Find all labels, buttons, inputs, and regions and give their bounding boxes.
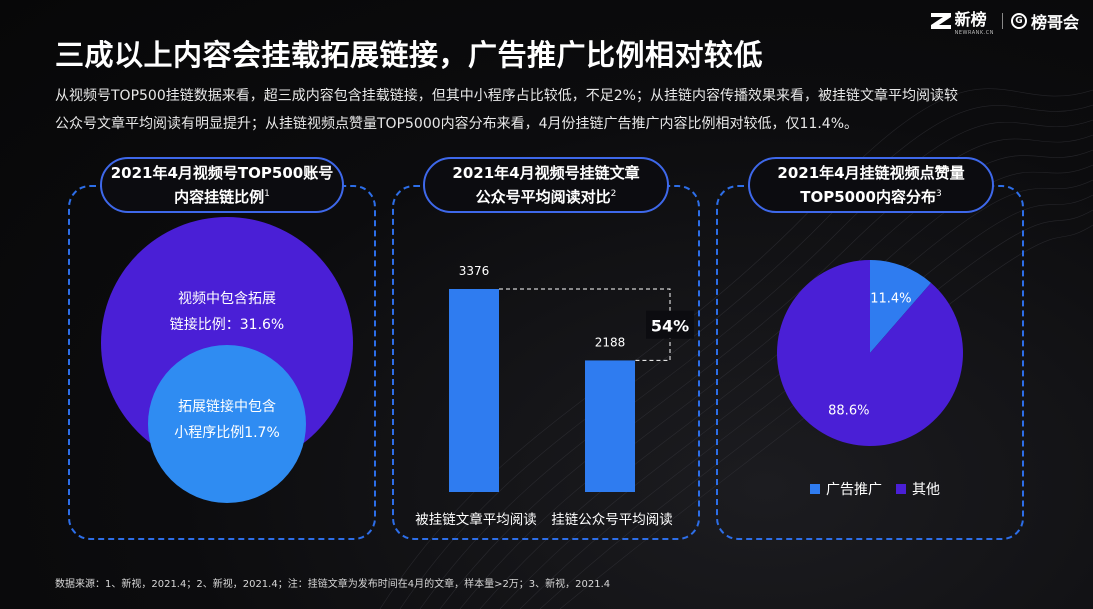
legend-label-ads: 广告推广 [826,482,882,498]
inner-label-line2: 小程序比例1.7% [174,425,280,441]
panel2-footnote-mark: 2 [610,188,617,199]
legend-item-ads: 广告推广 [810,479,882,499]
panel1-footnote-mark: 1 [264,188,270,199]
panel3-footnote-mark: 3 [936,188,942,199]
newrank-brand-name: 新榜 [954,10,987,29]
pie-slice-2 [777,260,963,446]
pie-legend: 广告推广 其他 [810,479,940,499]
pie-chart-distribution: 11.4% 88.6% [777,260,963,446]
panel3-title-line1: 2021年4月挂链视频点赞量 [777,163,965,182]
panel3-title-line2: TOP5000内容分布 [800,187,936,206]
pie-slice-label-1: 11.4% [870,291,911,306]
comparison-bracket [499,288,671,361]
legend-item-other: 其他 [896,479,940,499]
pie-slice-1 [870,260,932,353]
panel2-title-line2: 公众号平均阅读对比 [475,187,611,206]
panel2-title-line1: 2021年4月视频号挂链文章 [452,163,640,182]
description-line-1: 从视频号TOP500挂链数据来看，超三成内容包含挂载链接，但其中小程序占比较低，… [55,88,958,104]
newrank-icon [930,13,951,29]
inner-circle-label: 拓展链接中包含 小程序比例1.7% [137,394,317,446]
page-title: 三成以上内容会挂载拓展链接，广告推广比例相对较低 [55,38,764,72]
annotation-backdrop [646,310,694,339]
panel-title-link-ratio: 2021年4月视频号TOP500账号 内容挂链比例1 [100,157,344,213]
outer-label-line1: 视频中包含拓展 [178,291,276,307]
inner-label-line1: 拓展链接中包含 [178,399,276,415]
panel1-title-line1: 2021年4月视频号TOP500账号 [110,163,334,182]
newrank-brand-sub: NEWRANK.CN [954,30,994,36]
bangge-brand-name: 榜哥会 [1030,13,1079,32]
bar-1 [449,289,499,492]
description-line-2: 公众号文章平均阅读有明显提升；从挂链视频点赞量TOP5000内容分布来看，4月份… [55,116,859,132]
growth-annotation: 54% [651,317,689,336]
legend-label-other: 其他 [912,482,940,498]
x-tick-label-1: 被挂链文章平均阅读 [415,512,537,528]
legend-swatch-ads [810,484,820,494]
panel1-title-line2: 内容挂链比例 [174,187,265,206]
outer-label-line2: 链接比例：31.6% [169,317,285,333]
legend-swatch-other [896,484,906,494]
data-source-footnote: 数据来源：1、新视，2021.4；2、新视，2021.4；注：挂链文章为发布时间… [55,579,611,590]
logo-separator [1001,13,1003,29]
page-description: 从视频号TOP500挂链数据来看，超三成内容包含挂载链接，但其中小程序占比较低，… [55,82,1060,138]
bar-chart-reading: 3376 2188 54% [449,264,694,492]
x-tick-label-2: 挂链公众号平均阅读 [551,512,673,528]
nested-circle-chart [101,217,353,503]
panel-title-reading-compare: 2021年4月视频号挂链文章 公众号平均阅读对比2 [423,157,669,213]
brand-logos: 新榜 NEWRANK.CN G 榜哥会 [930,6,1079,36]
bangge-logo: G 榜哥会 [1010,9,1079,33]
panel-title-content-distribution: 2021年4月挂链视频点赞量 TOP5000内容分布3 [748,157,994,213]
newrank-logo: 新榜 NEWRANK.CN [930,6,994,36]
bar-value-label-1: 3376 [459,264,490,278]
g-circle-icon: G [1010,13,1027,29]
pie-slice-label-2: 88.6% [828,404,869,419]
bar-2 [585,360,635,492]
outer-circle-label: 视频中包含拓展 链接比例：31.6% [137,286,317,338]
inner-circle-miniprogram-ratio [148,345,306,503]
bar-value-label-2: 2188 [595,335,626,349]
